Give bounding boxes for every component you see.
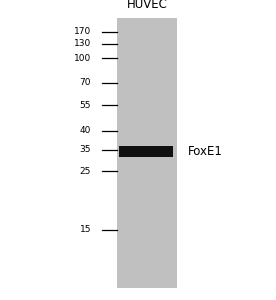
Text: FoxE1: FoxE1: [188, 145, 222, 158]
Text: 100: 100: [74, 54, 91, 63]
Text: 25: 25: [80, 167, 91, 176]
Text: 170: 170: [74, 27, 91, 36]
Text: HUVEC: HUVEC: [126, 0, 168, 11]
Text: 35: 35: [79, 146, 91, 154]
Text: 70: 70: [79, 78, 91, 87]
Text: 40: 40: [80, 126, 91, 135]
Text: 15: 15: [79, 225, 91, 234]
Text: 55: 55: [79, 100, 91, 109]
Bar: [117, 18, 177, 288]
Text: 130: 130: [74, 39, 91, 48]
Bar: [119, 146, 172, 157]
